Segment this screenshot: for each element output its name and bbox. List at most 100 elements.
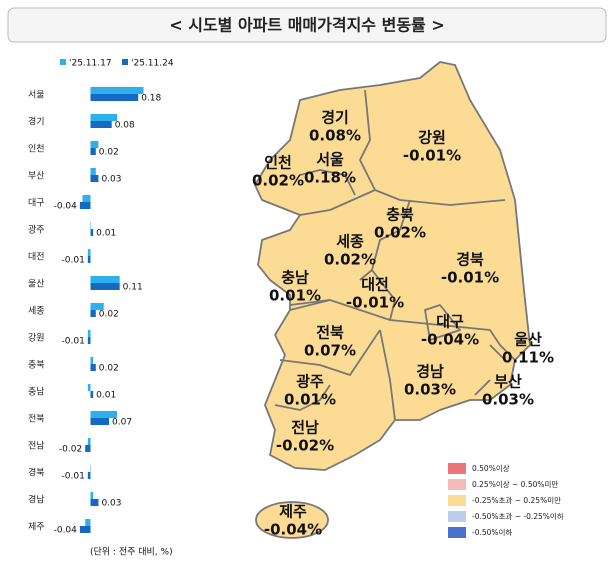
value-label: 0.01 — [96, 391, 116, 401]
bar — [90, 148, 96, 155]
region-name: 경기 — [321, 109, 349, 127]
map-legend-swatch — [448, 463, 466, 474]
map-legend-swatch — [448, 495, 466, 506]
region-value: -0.01% — [403, 147, 461, 165]
region-name: 서울 — [316, 151, 344, 169]
map-legend-swatch — [448, 511, 466, 522]
region-value: -0.02% — [276, 437, 334, 455]
region-value: 0.01% — [284, 391, 336, 409]
region-value: 0.02% — [374, 224, 426, 242]
bar — [90, 168, 96, 175]
value-label: 0.03 — [101, 175, 121, 185]
category-label: 경북 — [28, 467, 45, 479]
category-label: 전북 — [28, 414, 45, 425]
bar — [90, 121, 112, 128]
map-jeju — [255, 501, 329, 539]
value-label: 0.11 — [123, 283, 143, 293]
category-label: 대전 — [28, 252, 45, 263]
region-name: 부산 — [494, 373, 522, 391]
map-legend-label: 0.50%이상 — [472, 463, 510, 473]
region-name: 전남 — [291, 419, 319, 437]
value-label: -0.01 — [62, 472, 85, 482]
value-label: -0.01 — [62, 256, 85, 266]
value-label: -0.01 — [62, 337, 85, 347]
bar — [90, 222, 91, 229]
map-boundaries — [274, 89, 516, 421]
value-label: 0.01 — [96, 229, 116, 239]
bar — [87, 472, 91, 479]
bar — [90, 303, 104, 310]
map-legend-label: -0.25%초과 ~ 0.25%미만 — [472, 496, 561, 505]
region-name: 경북 — [456, 251, 484, 269]
value-label: 0.08 — [115, 121, 135, 131]
category-label: 울산 — [28, 279, 45, 290]
title: < 시도별 아파트 매매가격지수 변동률 > — [169, 16, 444, 35]
bar — [87, 337, 91, 344]
bar — [90, 499, 99, 506]
region-value: -0.04% — [421, 331, 479, 349]
region-name: 경남 — [416, 363, 444, 381]
bar — [79, 526, 91, 533]
bar — [90, 418, 110, 425]
region-name: 전북 — [316, 324, 344, 342]
region-name: 강원 — [418, 129, 446, 147]
region-name: 충남 — [281, 269, 309, 287]
bar — [90, 229, 94, 236]
bar — [90, 391, 94, 398]
category-label: 광주 — [28, 224, 45, 236]
category-label: 부산 — [28, 171, 45, 182]
bar — [90, 357, 94, 364]
legend-swatch — [60, 59, 66, 65]
bar — [90, 141, 99, 148]
bar — [87, 249, 91, 256]
value-label: 0.18 — [141, 94, 161, 104]
legend-label: '25.11.24 — [131, 59, 174, 69]
bar — [90, 276, 120, 283]
region-value: 0.02% — [252, 172, 304, 190]
bar — [90, 283, 120, 290]
region-value: 0.07% — [304, 342, 356, 360]
value-label: 0.03 — [101, 499, 121, 509]
value-label: 0.02 — [99, 148, 119, 158]
bar — [90, 94, 139, 101]
region-value: 0.18% — [304, 169, 356, 187]
category-label: 세종 — [28, 306, 45, 317]
bar — [82, 195, 91, 202]
region-name: 세종 — [336, 233, 364, 251]
category-label: 경남 — [28, 494, 45, 506]
region-value: -0.04% — [264, 521, 322, 539]
bar — [90, 465, 91, 472]
bar — [87, 438, 91, 445]
region-value: 0.11% — [502, 349, 554, 367]
region-name: 대전 — [361, 276, 389, 294]
bar — [90, 175, 99, 182]
map-legend-swatch — [448, 479, 466, 490]
region-value: -0.01% — [441, 269, 499, 287]
category-label: 강원 — [28, 333, 45, 344]
region-name: 울산 — [514, 331, 542, 349]
bar — [90, 310, 96, 317]
region-name: 충북 — [386, 206, 414, 224]
bar — [90, 492, 94, 499]
region-value: 0.01% — [269, 287, 321, 305]
value-label: -0.02 — [59, 445, 82, 455]
bar — [87, 384, 91, 391]
title-box — [7, 7, 607, 43]
category-label: 인천 — [28, 144, 45, 155]
legend-label: '25.11.17 — [69, 59, 112, 69]
map-outline — [254, 61, 531, 471]
region-value: 0.03% — [404, 381, 456, 399]
map-legend-label: 0.25%이상 ~ 0.50%미만 — [472, 479, 558, 489]
category-label: 서울 — [28, 90, 45, 101]
value-label: 0.02 — [99, 364, 119, 374]
bar — [87, 256, 91, 263]
map-legend-swatch — [448, 527, 466, 538]
value-label: 0.07 — [112, 418, 132, 428]
region-value: 0.08% — [309, 127, 361, 145]
bar — [85, 519, 91, 526]
bar — [90, 87, 144, 94]
bar — [79, 202, 91, 209]
legend-swatch — [122, 59, 128, 65]
category-label: 전남 — [28, 441, 45, 452]
map-legend-label: -0.50%이하 — [472, 527, 512, 537]
